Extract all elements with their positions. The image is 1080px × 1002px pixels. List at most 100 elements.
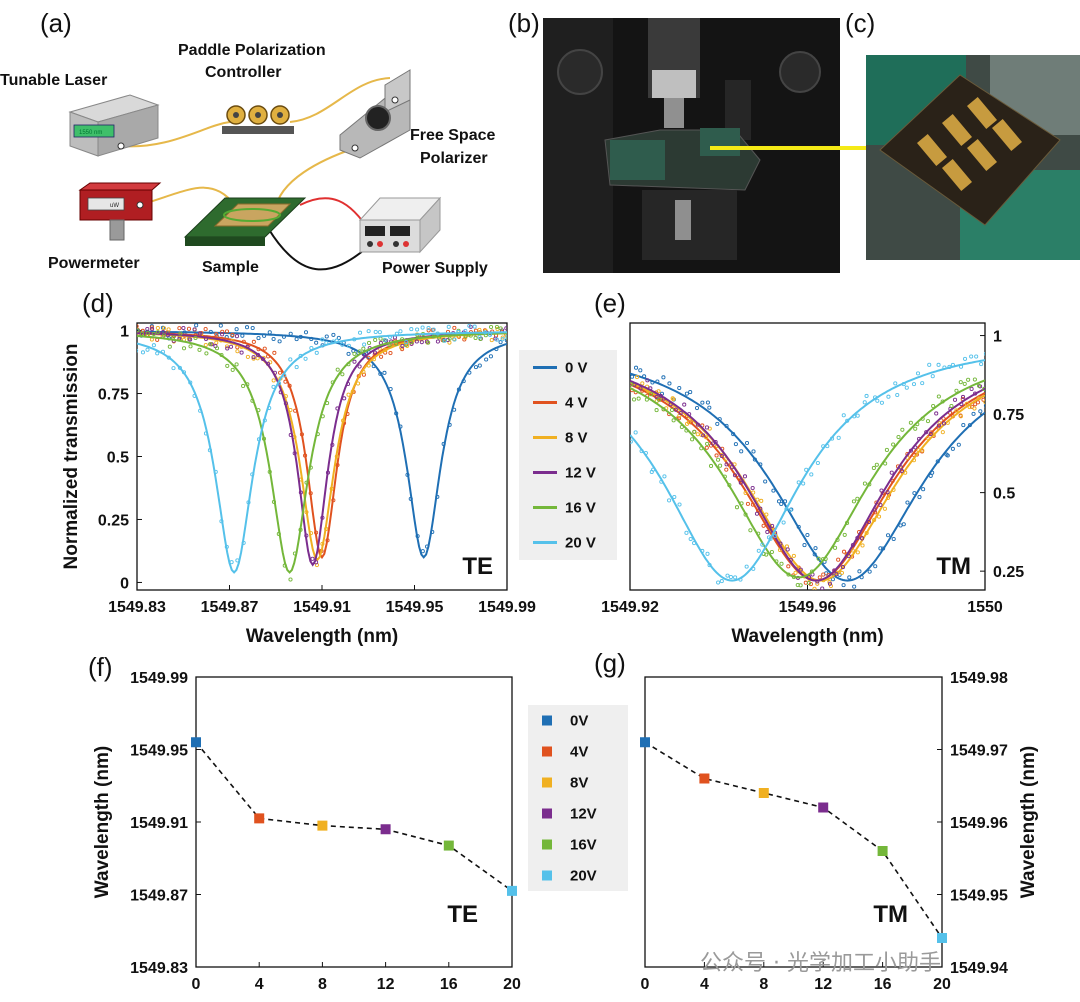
data-point-e-0v xyxy=(688,390,693,395)
data-point-e-0v xyxy=(744,440,750,446)
data-point-e-20v xyxy=(667,498,672,503)
data-point-e-20v xyxy=(930,374,935,379)
data-point-e-16v xyxy=(630,382,634,387)
data-point-e-0v xyxy=(867,569,872,574)
data-point-e-0v xyxy=(667,381,672,386)
data-point-e-16v xyxy=(962,381,967,386)
data-point-d-20v xyxy=(171,366,176,371)
x-tick-label-f-3: 12 xyxy=(377,976,395,993)
marker-g-16v xyxy=(877,846,888,856)
data-point-d-12v xyxy=(228,344,234,349)
data-point-d-20v xyxy=(320,337,325,342)
data-point-d-0v xyxy=(234,327,239,332)
data-point-e-4v xyxy=(836,557,841,562)
data-point-d-0v xyxy=(244,325,250,330)
panel-label-f: (f) xyxy=(88,652,113,682)
data-point-e-12v xyxy=(732,473,738,478)
data-point-e-20v xyxy=(728,575,733,580)
data-point-d-0v xyxy=(498,340,503,345)
data-point-e-0v xyxy=(873,564,878,569)
data-point-e-0v xyxy=(700,400,705,405)
data-point-e-20v xyxy=(904,385,909,390)
chart-f-te-wavelength-vs-voltage: 0 4 8 12 16 20 1549.83 1549.87 1549.91 1549.95 154… xyxy=(92,670,521,993)
data-point-e-16v xyxy=(976,383,982,388)
data-point-e-20v xyxy=(716,580,721,585)
data-point-d-12v xyxy=(352,359,357,364)
fit-curve-d-20v xyxy=(137,331,507,574)
legend-f-entry-5: 20V xyxy=(570,868,597,885)
data-point-e-16v xyxy=(715,457,721,462)
data-point-e-12v xyxy=(941,421,947,426)
data-point-e-0v xyxy=(847,575,852,580)
y-tick-label-d-1: 0.25 xyxy=(98,512,129,529)
data-point-d-0v xyxy=(382,370,387,375)
data-point-d-20v xyxy=(431,327,436,332)
label-polarizer-line2: Polarizer xyxy=(420,150,488,167)
data-point-e-12v xyxy=(860,536,865,541)
data-point-e-8v xyxy=(958,414,963,419)
data-point-e-20v xyxy=(962,356,968,361)
data-point-e-20v xyxy=(633,430,638,435)
data-point-d-4v xyxy=(452,325,457,330)
data-point-d-20v xyxy=(442,338,447,343)
data-point-e-16v xyxy=(734,505,740,510)
data-point-e-12v xyxy=(770,523,775,528)
data-point-d-20v xyxy=(288,357,293,362)
data-point-e-8v xyxy=(686,420,691,425)
data-point-d-4v xyxy=(149,325,154,330)
fit-curve-d-16v xyxy=(137,332,507,574)
data-point-d-12v xyxy=(357,364,362,369)
data-point-e-8v xyxy=(640,381,645,386)
data-point-e-20v xyxy=(855,413,860,418)
data-point-e-0v xyxy=(739,449,744,454)
data-point-e-12v xyxy=(899,468,904,473)
data-point-d-12v xyxy=(234,334,240,339)
data-point-e-0v xyxy=(917,495,922,500)
data-point-d-0v xyxy=(477,363,482,368)
legend-f-entry-3: 12V xyxy=(570,806,597,823)
data-point-d-20v xyxy=(373,329,378,335)
y-tick-label-f-2: 1549.91 xyxy=(130,815,188,832)
data-point-d-20v xyxy=(155,351,160,356)
data-point-d-16v xyxy=(447,336,452,341)
data-point-e-0v xyxy=(928,473,933,478)
y-axis-title-g: Wavelength (nm) xyxy=(1018,746,1039,898)
y-tick-label-d-0: 0 xyxy=(120,575,129,592)
data-point-e-0v xyxy=(805,532,810,538)
data-point-d-0v xyxy=(303,330,309,335)
data-point-e-12v xyxy=(834,572,839,577)
data-point-d-16v xyxy=(208,342,213,347)
y-axis-title-f: Wavelength (nm) xyxy=(92,746,113,898)
data-point-e-20v xyxy=(862,400,867,405)
marker-f-16v xyxy=(443,840,454,851)
data-point-e-0v xyxy=(983,403,985,408)
y-tick-label-d-2: 0.5 xyxy=(107,450,129,467)
data-point-e-8v xyxy=(860,543,865,548)
data-point-d-12v xyxy=(188,337,193,342)
data-point-e-16v xyxy=(779,561,784,566)
data-point-e-12v xyxy=(682,402,687,407)
data-point-d-16v xyxy=(151,331,156,337)
x-tick-label-f-1: 4 xyxy=(255,976,264,993)
data-point-e-0v xyxy=(707,405,712,410)
y-tick-label-g-0: 1549.94 xyxy=(950,960,1008,977)
data-point-d-16v xyxy=(214,346,220,351)
data-point-d-0v xyxy=(218,323,223,328)
y-tick-label-e-0: 0.25 xyxy=(993,564,1024,581)
data-point-e-16v xyxy=(654,408,659,413)
data-point-e-16v xyxy=(972,377,977,382)
data-point-d-16v xyxy=(288,577,293,582)
data-point-d-0v xyxy=(194,323,199,328)
data-point-d-16v xyxy=(137,328,140,333)
marker-g-8v xyxy=(758,788,769,798)
data-point-d-16v xyxy=(178,331,183,336)
data-point-e-12v xyxy=(924,430,929,435)
data-point-e-16v xyxy=(871,465,876,471)
data-point-d-16v xyxy=(367,340,372,345)
data-point-d-16v xyxy=(197,347,202,352)
data-point-e-20v xyxy=(969,354,974,359)
data-point-e-0v xyxy=(878,546,883,551)
data-point-d-20v xyxy=(467,323,472,328)
data-point-d-12v xyxy=(435,339,440,344)
data-point-d-0v xyxy=(346,351,351,356)
